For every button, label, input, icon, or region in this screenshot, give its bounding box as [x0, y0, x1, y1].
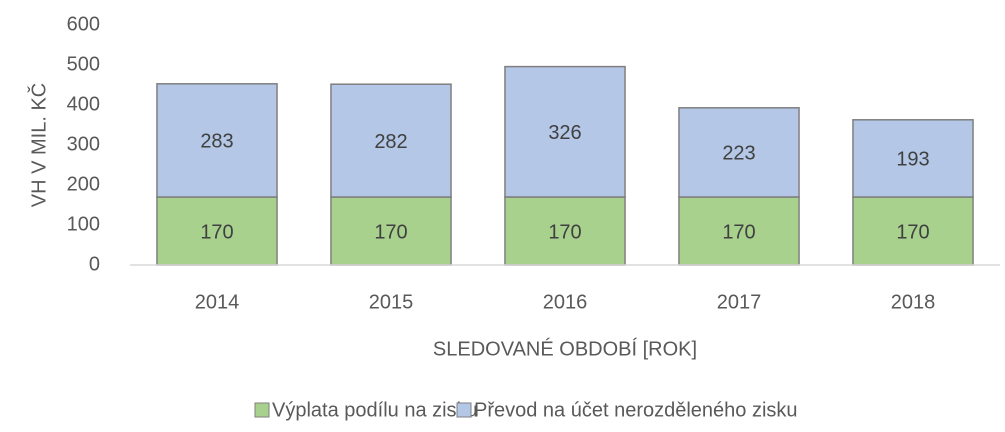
- x-tick-label: 2018: [891, 291, 936, 313]
- y-tick-label: 300: [67, 133, 100, 155]
- x-tick-label: 2016: [543, 291, 588, 313]
- data-label: 170: [722, 221, 755, 243]
- data-label: 193: [896, 149, 929, 171]
- data-label: 170: [374, 221, 407, 243]
- y-tick-label: 200: [67, 173, 100, 195]
- y-tick-label: 500: [67, 53, 100, 75]
- x-axis-label: SLEDOVANÉ OBDOBÍ [ROK]: [433, 337, 697, 360]
- bar-segment: [156, 196, 278, 266]
- legend-label: Převod na účet nerozděleného zisku: [474, 399, 798, 421]
- bar-segment: [156, 83, 278, 198]
- y-tick-label: 0: [89, 253, 100, 275]
- bar-segment: [852, 119, 974, 198]
- bar-segment: [330, 83, 452, 198]
- y-axis-label: VH V MIL. KČ: [27, 83, 50, 207]
- y-tick-label: 400: [67, 93, 100, 115]
- legend-label: Výplata podílu na zisku: [272, 399, 478, 421]
- x-tick-label: 2014: [195, 291, 240, 313]
- data-label: 223: [722, 143, 755, 165]
- y-tick-label: 100: [67, 213, 100, 235]
- x-tick-label: 2017: [717, 291, 762, 313]
- data-label: 326: [548, 122, 581, 144]
- data-label: 282: [374, 131, 407, 153]
- data-label: 170: [200, 221, 233, 243]
- data-label: 170: [548, 221, 581, 243]
- legend-swatch: [456, 402, 472, 418]
- data-label: 283: [200, 131, 233, 153]
- bar-segment: [504, 65, 626, 198]
- bar-segment: [678, 107, 800, 198]
- y-tick-label: 600: [67, 13, 100, 35]
- legend-swatch: [254, 402, 270, 418]
- x-tick-label: 2015: [369, 291, 414, 313]
- data-label: 170: [896, 221, 929, 243]
